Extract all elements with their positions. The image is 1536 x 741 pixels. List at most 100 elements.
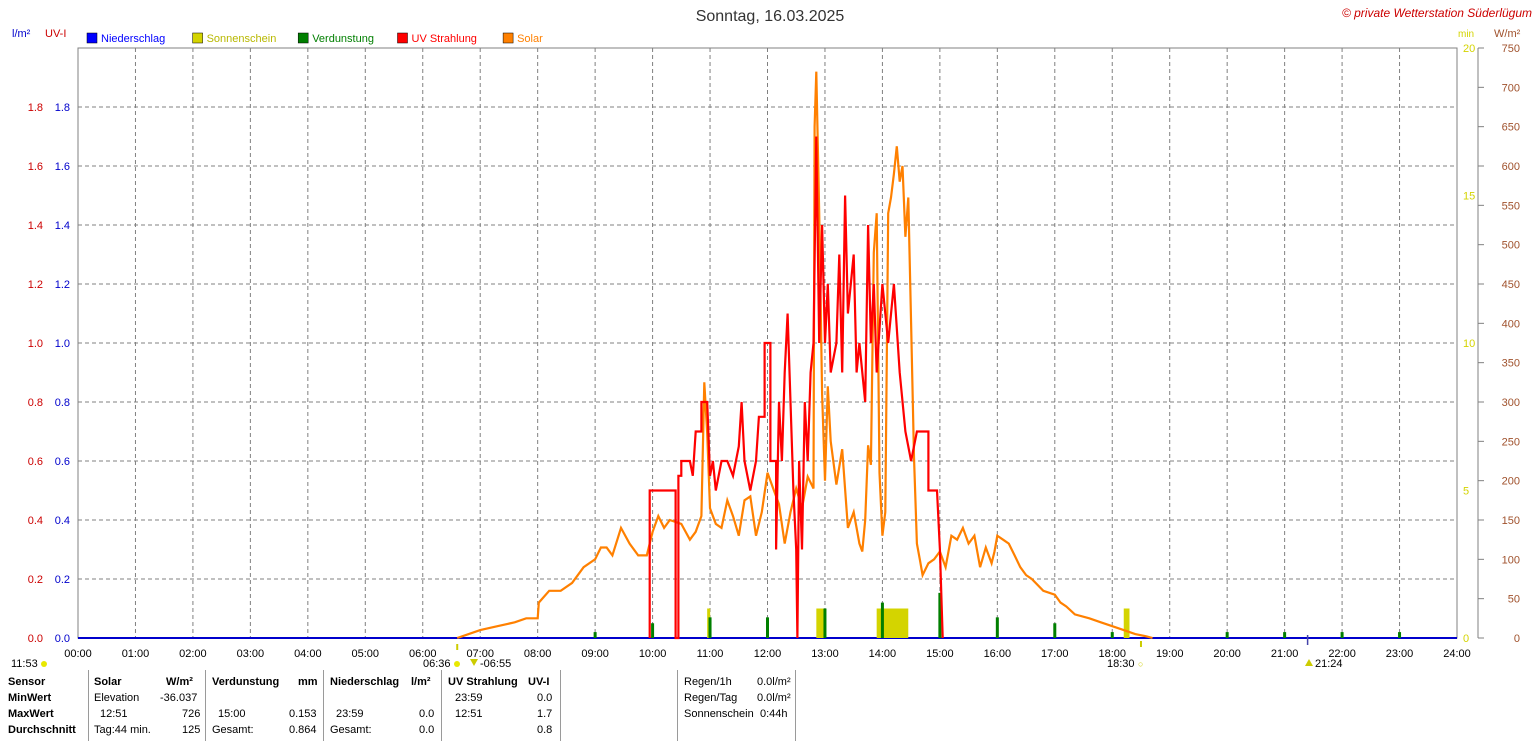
- uv-header: UV Strahlung: [448, 676, 518, 688]
- niederschlag-sum-label: Gesamt:: [330, 724, 372, 736]
- copyright-text: © private Wetterstation Süderlügum: [1342, 6, 1532, 20]
- maxwert-label: MaxWert: [8, 708, 54, 720]
- evaporation-bar: [1225, 632, 1229, 638]
- minwert-label: MinWert: [8, 692, 52, 704]
- sunshine-bar: [1123, 608, 1130, 638]
- y-left-rain-tick: 0.2: [55, 574, 70, 586]
- niederschlag-header: Niederschlag: [330, 676, 400, 688]
- x-tick-label: 12:00: [754, 648, 782, 660]
- x-tick-label: 14:00: [869, 648, 897, 660]
- legend-swatch: [86, 32, 98, 44]
- x-tick-label: 02:00: [179, 648, 207, 660]
- y-wm2-tick: 350: [1502, 358, 1520, 370]
- legend-label: Verdunstung: [312, 33, 374, 45]
- y-left-uv-tick: 0.2: [28, 574, 43, 586]
- chart-title: Sonntag, 16.03.2025: [696, 8, 845, 25]
- evaporation-bar: [1283, 632, 1287, 638]
- y-wm2-tick: 700: [1502, 82, 1520, 94]
- axis-unit-min: min: [1458, 29, 1474, 40]
- axis-unit-rain: l/m²: [12, 28, 31, 40]
- legend-swatch: [502, 32, 514, 44]
- y-wm2-tick: 200: [1502, 476, 1520, 488]
- marker-sunrise: 06:36: [423, 658, 451, 670]
- niederschlag-sum-value: 0.0: [419, 724, 435, 736]
- sunshine-bar: [816, 608, 825, 638]
- x-tick-label: 21:00: [1271, 648, 1299, 660]
- x-tick-label: 03:00: [237, 648, 265, 660]
- y-wm2-tick: 100: [1502, 554, 1520, 566]
- x-tick-label: 20:00: [1213, 648, 1241, 660]
- x-tick-label: 23:00: [1386, 648, 1414, 660]
- y-min-tick: 5: [1463, 486, 1469, 498]
- y-wm2-tick: 500: [1502, 240, 1520, 252]
- solar-header: Solar: [94, 676, 122, 688]
- y-left-rain-tick: 1.8: [55, 102, 70, 114]
- y-min-tick: 15: [1463, 191, 1475, 203]
- uv-min-value: 0.0: [537, 692, 553, 704]
- y-left-rain-tick: 1.4: [55, 220, 70, 232]
- marker-sunset: 18:30: [1107, 658, 1135, 670]
- evaporation-bar: [766, 617, 769, 638]
- evaporation-bar: [823, 608, 827, 638]
- y-left-uv-tick: 0.6: [28, 456, 43, 468]
- marker-civil-triangle: [470, 659, 478, 666]
- marker-sunrise-civil: -06:55: [480, 658, 511, 670]
- x-tick-label: 11:00: [697, 648, 724, 660]
- x-tick-label: 13:00: [811, 648, 839, 660]
- evaporation-bar: [880, 602, 884, 638]
- verdunstung-unit: mm: [298, 676, 318, 688]
- legend-label: UV Strahlung: [412, 33, 477, 45]
- x-tick-label: 24:00: [1443, 648, 1471, 660]
- axis-unit-uv: UV-I: [45, 28, 66, 40]
- marker-sunrise-dot: [454, 661, 460, 667]
- x-tick-label: 16:00: [984, 648, 1012, 660]
- sonnenschein-label: Sonnenschein: [684, 708, 754, 720]
- evaporation-bar: [1340, 632, 1344, 638]
- y-left-rain-tick: 1.0: [55, 338, 70, 350]
- y-min-tick: 0: [1463, 633, 1469, 645]
- niederschlag-unit: l/m²: [411, 676, 431, 688]
- solar-series-line: [456, 71, 1153, 640]
- niederschlag-max-value: 0.0: [419, 708, 435, 720]
- solar-min-value: -36.037: [160, 692, 198, 704]
- evaporation-bar: [995, 617, 999, 638]
- y-left-rain-tick: 0.6: [55, 456, 70, 468]
- evaporation-bar: [938, 592, 942, 638]
- verdunstung-max-value: 0.153: [289, 708, 317, 720]
- y-left-uv-tick: 1.4: [28, 220, 43, 232]
- y-wm2-tick: 550: [1502, 200, 1520, 212]
- evaporation-bar: [593, 632, 597, 638]
- sonnenschein-value: 0:44h: [760, 708, 788, 720]
- y-left-rain-tick: 0.0: [55, 633, 70, 645]
- uv-unit: UV-I: [528, 676, 550, 688]
- regen-1h-value: 0.0l/m²: [757, 676, 791, 688]
- regen-tag-value: 0.0l/m²: [757, 692, 791, 704]
- x-tick-label: 05:00: [352, 648, 380, 660]
- solar-max-value: 726: [182, 708, 201, 720]
- y-left-uv-tick: 0.0: [28, 633, 43, 645]
- x-tick-label: 01:00: [122, 648, 150, 660]
- uv-series-line: [648, 136, 944, 640]
- y-wm2-tick: 300: [1502, 397, 1520, 409]
- x-tick-label: 10:00: [639, 648, 667, 660]
- regen-1h-label: Regen/1h: [684, 676, 732, 688]
- evaporation-bar: [1398, 632, 1402, 638]
- verdunstung-header: Verdunstung: [212, 676, 280, 688]
- x-tick-label: 04:00: [294, 648, 322, 660]
- legend-label: Niederschlag: [101, 33, 165, 45]
- x-tick-label: 18:00: [1098, 648, 1126, 660]
- y-min-tick: 20: [1463, 43, 1475, 55]
- legend-label: Solar: [517, 33, 543, 45]
- y-min-tick: 10: [1463, 338, 1475, 350]
- solar-avg-label: Tag:44 min.: [94, 724, 151, 736]
- verdunstung-max-time: 15:00: [218, 708, 246, 720]
- y-wm2-tick: 450: [1502, 279, 1520, 291]
- legend-swatch: [297, 32, 309, 44]
- uv-min-time: 23:59: [455, 692, 483, 704]
- x-tick-label: 07:00: [466, 648, 494, 660]
- legend-swatch: [397, 32, 408, 44]
- solar-max-time: 12:51: [100, 708, 128, 720]
- y-left-rain-tick: 0.4: [55, 515, 70, 527]
- axis-unit-wm2: W/m²: [1494, 28, 1521, 40]
- evaporation-bar: [1053, 623, 1057, 638]
